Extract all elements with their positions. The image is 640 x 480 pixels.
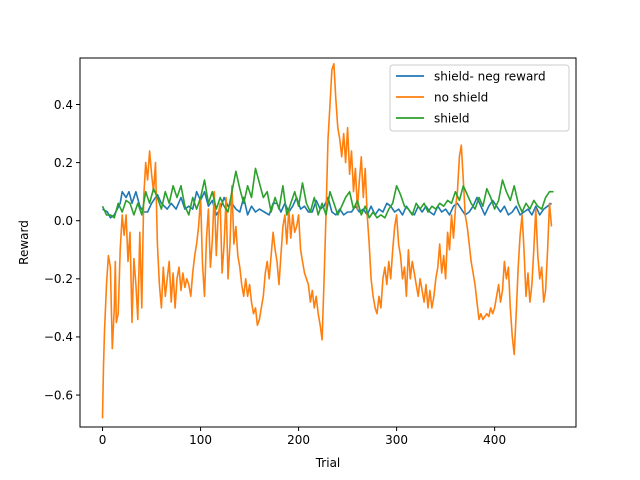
- y-tick-label: −0.6: [44, 388, 73, 402]
- x-tick-label: 100: [189, 433, 212, 447]
- legend: shield- neg reward no shield shield: [389, 64, 570, 132]
- y-tick-label: 0.4: [54, 98, 73, 112]
- series-line-0: [102, 190, 552, 219]
- x-tick-label: 400: [483, 433, 506, 447]
- plot-lines: [101, 63, 554, 419]
- y-tick-label: −0.4: [44, 330, 73, 344]
- series-line-2: [101, 167, 554, 219]
- legend-label-1: no shield: [434, 90, 488, 104]
- y-tick-label: −0.2: [44, 272, 73, 286]
- y-axis-ticks: −0.6 −0.4 −0.2 0.0 0.2 0.4: [44, 98, 80, 402]
- legend-label-2: shield: [434, 111, 470, 125]
- series-line-1: [101, 63, 553, 419]
- y-tick-label: 0.2: [54, 156, 73, 170]
- legend-label-0: shield- neg reward: [434, 69, 546, 83]
- legend-frame: [389, 64, 570, 132]
- x-axis-title: Trial: [315, 456, 341, 470]
- y-tick-label: 0.0: [54, 214, 73, 228]
- x-tick-label: 300: [385, 433, 408, 447]
- plot-frame: [79, 57, 577, 428]
- x-tick-label: 200: [287, 433, 310, 447]
- y-axis-title: Reward: [17, 220, 31, 265]
- x-tick-label: 0: [99, 433, 107, 447]
- x-axis-ticks: 0 100 200 300 400: [99, 427, 506, 447]
